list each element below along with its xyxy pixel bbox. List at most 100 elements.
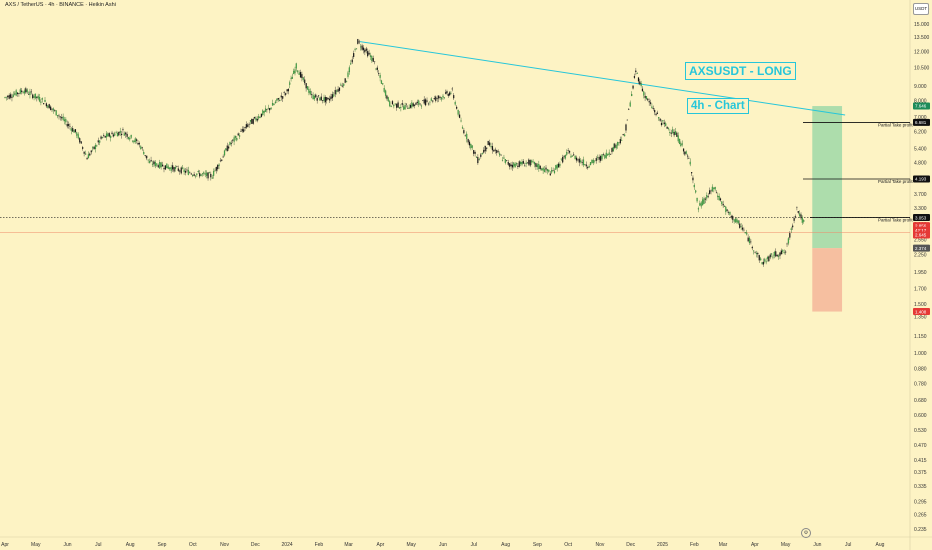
price-badge-label: 2.856 [915,223,927,228]
candle-body [204,173,206,175]
candle-body [264,108,267,112]
candle-body [319,97,321,101]
candle-body [573,154,575,156]
candle-body [529,160,531,166]
candle-body [260,113,263,117]
time-tick-label: Oct [189,542,197,548]
candle-body [503,157,505,159]
candle-body [542,167,544,171]
candle-body [256,118,258,121]
candle-body [137,142,139,145]
candle-body [174,167,177,169]
candle-body [40,101,42,103]
candle-body [182,167,184,169]
candle-body [323,97,325,101]
currency-badge[interactable]: USDT [913,3,929,15]
candle-body [380,80,383,84]
price-tick-label: 6.200 [914,130,927,136]
candle-body [730,216,732,218]
candle-body [581,162,583,164]
candle-body [468,141,471,146]
time-tick-label: Sep [157,542,166,548]
price-tick-label: 0.680 [914,398,927,404]
price-tick-label: 1.150 [914,334,927,340]
candle-body [118,131,120,136]
candle-body [612,146,614,152]
candle-body [665,123,667,126]
candle-body [36,96,38,98]
candle-body [411,102,413,108]
candle-body [74,129,77,133]
candle-body [782,249,784,252]
candle-body [521,161,523,165]
price-tick-label: 2.250 [914,253,927,259]
candle-body [130,134,132,138]
price-tick-label: 0.235 [914,527,927,533]
candle-body [379,75,381,78]
candle-body [258,116,260,119]
candle-body [32,94,34,99]
candle-body [372,58,374,62]
price-tick-label: 1.700 [914,287,927,293]
candle-body [623,134,626,137]
candle-body [244,127,246,129]
candle-body [251,118,253,124]
settings-gear-icon[interactable]: ⚙ [801,528,811,538]
candle-body [328,98,331,101]
price-badge [913,231,930,239]
candle-body [107,133,109,137]
candles-group [4,38,805,267]
loss-zone [812,248,843,312]
candle-body [187,170,190,175]
price-tick-label: 0.335 [914,484,927,490]
price-tick-label: 0.265 [914,512,927,518]
candle-body [100,136,102,139]
candle-body [294,69,296,74]
candle-body [676,132,678,137]
candle-body [655,113,657,116]
candle-body [797,211,799,213]
candle-body [322,100,324,101]
candle-body [79,138,81,143]
price-tick-label: 0.375 [914,470,927,476]
subtitle-annotation[interactable]: 4h - Chart [687,98,749,114]
candle-body [423,99,425,104]
candle-body [773,252,775,256]
candle-body [772,256,774,258]
candle-body [391,101,394,105]
candle-body [97,140,99,143]
candle-body [747,237,749,242]
candle-body [525,162,527,165]
candle-body [38,97,41,102]
candle-body [286,89,288,92]
candle-body [625,124,627,131]
candle-body [493,150,495,152]
candle-body [680,143,682,147]
candle-body [249,120,252,122]
candle-body [384,90,387,96]
time-tick-label: Jun [64,542,72,548]
candle-body [393,104,395,107]
price-tick-label: 1.500 [914,302,927,308]
candle-body [108,133,110,137]
candle-body [82,147,84,149]
candle-body [536,164,538,168]
candle-body [682,148,685,152]
candle-body [269,108,271,111]
price-badge [913,118,930,126]
candle-body [776,254,778,257]
candle-body [344,78,346,83]
candle-body [667,127,670,129]
candle-body [693,184,695,188]
candle-body [206,172,208,176]
candle-body [673,131,675,136]
candle-body [426,100,428,102]
time-tick-label: Aug [876,542,885,548]
candle-body [151,163,154,165]
price-badge-label: 4.193 [915,177,927,182]
title-annotation[interactable]: AXSUSDT - LONG [685,62,796,80]
candle-body [629,102,631,107]
candle-body [775,251,777,257]
